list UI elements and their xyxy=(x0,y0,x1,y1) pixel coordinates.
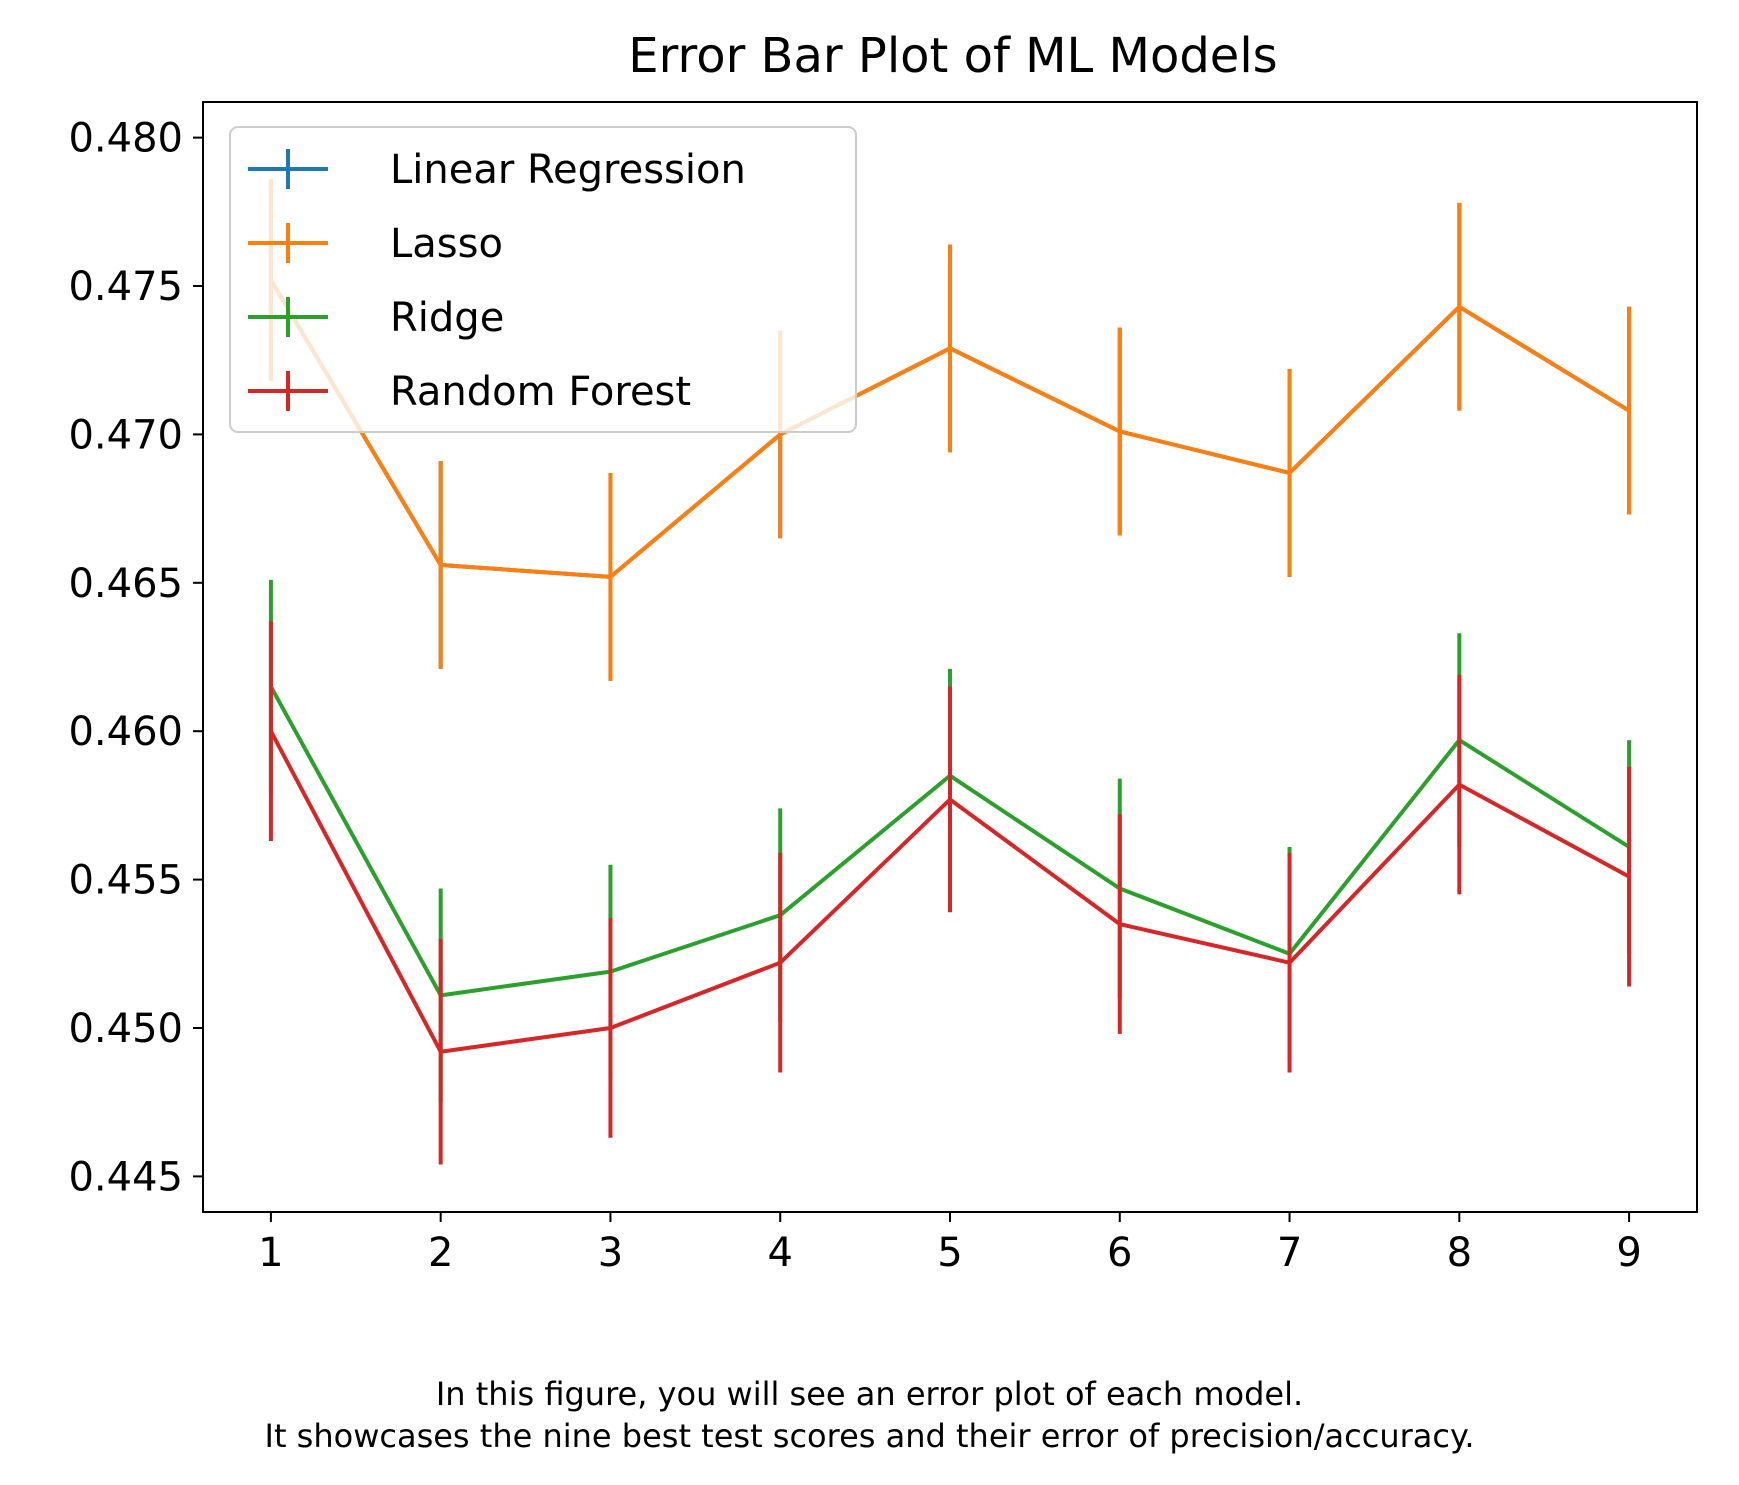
x-tick-label: 1 xyxy=(258,1230,283,1276)
x-tick-label: 3 xyxy=(598,1230,623,1276)
x-tick-label: 9 xyxy=(1616,1230,1641,1276)
x-tick-label: 6 xyxy=(1107,1230,1132,1276)
figure-caption-line-1: In this figure, you will see an error pl… xyxy=(435,1375,1304,1413)
axes: 1 2 3 4 5 6 7 8 9 0.445 0.450 0.455 0.460 0.465 0.470 0… xyxy=(68,101,1698,1276)
series-line-random-forest xyxy=(269,730,1631,1054)
legend: Linear Regression Lasso Ridge Random Forest xyxy=(229,126,857,433)
legend-label: Ridge xyxy=(390,295,504,341)
series-line-lasso xyxy=(269,279,1631,579)
y-tick-label: 0.475 xyxy=(68,264,183,310)
x-tick-label: 7 xyxy=(1277,1230,1302,1276)
legend-label: Linear Regression xyxy=(390,147,746,193)
y-tick-label: 0.450 xyxy=(68,1006,183,1052)
legend-item-lasso: Lasso xyxy=(248,221,503,267)
chart-title: Error Bar Plot of ML Models xyxy=(628,28,1277,84)
legend-item-ridge: Ridge xyxy=(248,295,504,341)
y-tick-label: 0.455 xyxy=(68,858,183,904)
y-tick-label: 0.445 xyxy=(68,1154,183,1200)
legend-box xyxy=(229,126,857,433)
legend-item-linear-regression: Linear Regression xyxy=(248,147,746,193)
legend-label: Random Forest xyxy=(390,369,691,415)
y-tick-label: 0.465 xyxy=(68,561,183,607)
series-random-forest xyxy=(268,621,1632,1165)
y-tick-label: 0.460 xyxy=(68,709,183,755)
x-tick-label: 2 xyxy=(428,1230,453,1276)
y-tick-label: 0.480 xyxy=(68,116,183,162)
x-tick-label: 4 xyxy=(768,1230,793,1276)
legend-label: Lasso xyxy=(390,221,503,267)
y-tick-label: 0.470 xyxy=(68,412,183,458)
legend-item-random-forest: Random Forest xyxy=(248,369,691,415)
figure-caption-line-2: It showcases the nine best test scores a… xyxy=(264,1417,1475,1455)
x-tick-label: 8 xyxy=(1447,1230,1472,1276)
x-tick-label: 5 xyxy=(937,1230,962,1276)
